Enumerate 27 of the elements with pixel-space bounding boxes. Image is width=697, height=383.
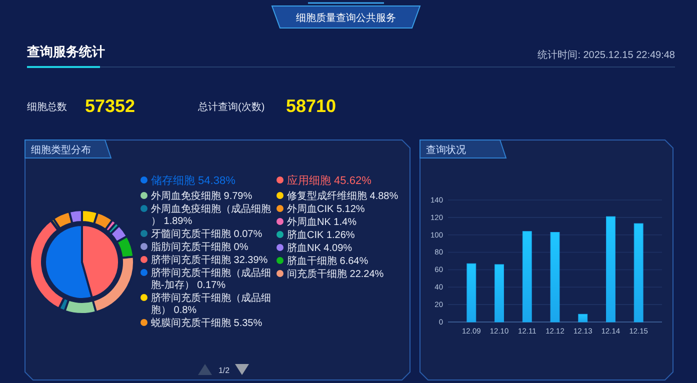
legend-label: 脐带间充质干细胞 32.39% [151, 254, 268, 266]
legend-label: 修复型成纤维细胞 4.88% [287, 190, 398, 202]
data-label: 57352 [85, 96, 136, 116]
legend-label: 脐血CIK 1.26% [287, 229, 355, 241]
data-label: 58710 [286, 96, 336, 116]
chart-title: 细胞类型分布 [31, 144, 91, 156]
category-label: 总计查询(次数) [197, 101, 265, 113]
legend-label: 牙髓间充质干细胞 0.07% [151, 228, 262, 240]
text: 细胞质量查询公共服务 [296, 12, 396, 24]
text: 查询服务统计 [26, 44, 105, 59]
text: 统计时间: 2025.12.15 22:49:48 [538, 49, 676, 61]
legend-label: 脐血NK 4.09% [287, 242, 352, 254]
legend-label: 外周血NK 1.4% [287, 216, 357, 228]
legend-label: 蜕膜间充质干细胞 5.35% [151, 317, 262, 329]
legend-label: 脂肪间充质干细胞 0% [151, 241, 248, 253]
legend-label: 间充质干细胞 22.24% [287, 268, 384, 280]
text: 1/2 [218, 366, 230, 375]
legend-label: 脐带间充质干细胞（成品细胞-加存） 0.17% [151, 267, 271, 291]
legend-label: 脐血干细胞 6.64% [287, 255, 368, 267]
chart-title: 查询状况 [426, 144, 466, 156]
legend-label: 外周血免疫细胞（成品细胞） 1.89% [151, 203, 271, 227]
legend-label: 外周血免疫细胞 9.79% [151, 190, 252, 202]
legend-label: 外周血CIK 5.12% [287, 203, 365, 215]
category-label: 细胞总数 [27, 101, 67, 113]
legend-label: 应用细胞 45.62% [287, 174, 372, 187]
legend-label: 储存细胞 54.38% [151, 175, 236, 187]
legend-label: 脐带间充质干细胞（成品细胞） 0.8% [151, 292, 271, 316]
